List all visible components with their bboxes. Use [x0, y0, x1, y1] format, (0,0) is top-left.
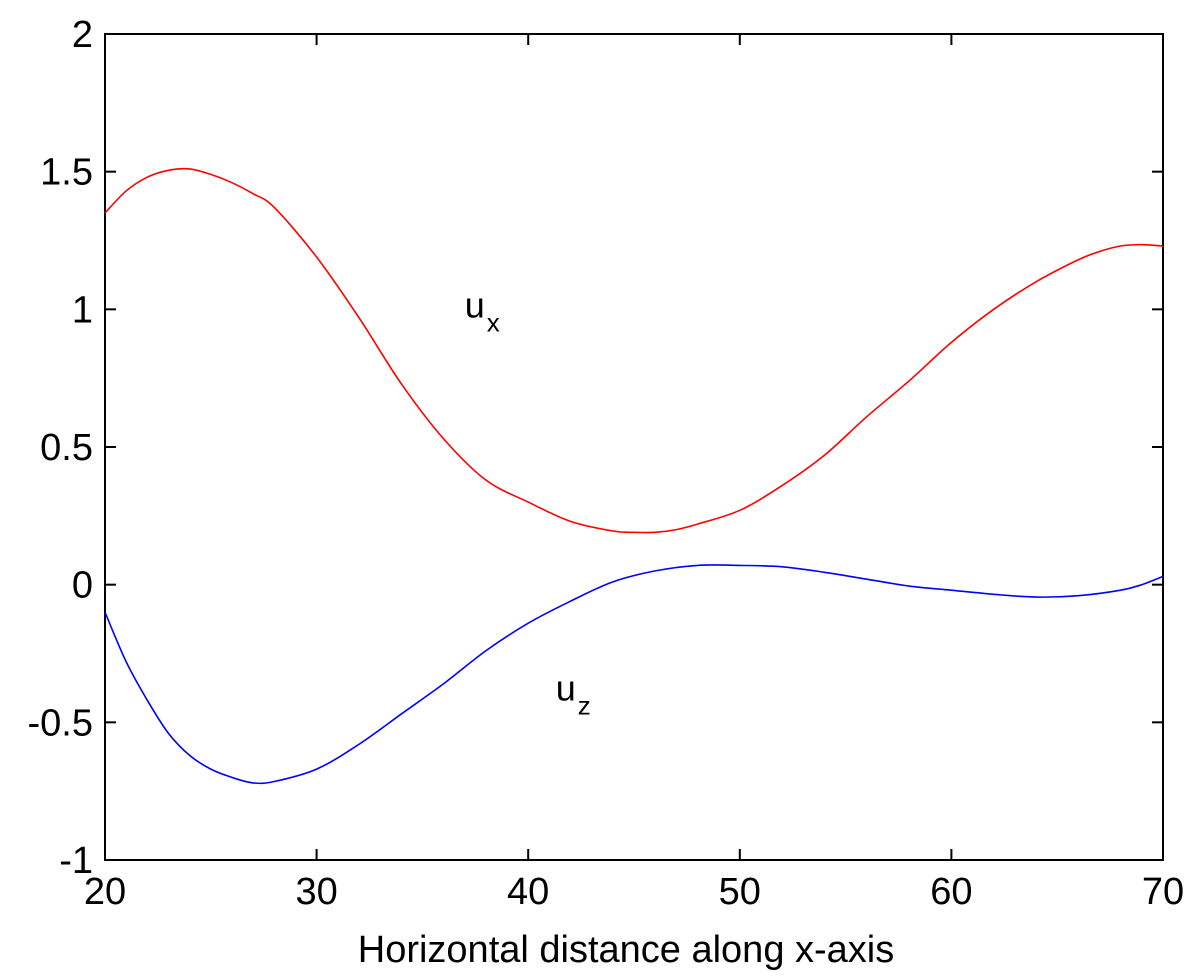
y-tick-label: 1.5	[40, 152, 93, 194]
y-tick-label: 0.5	[40, 427, 93, 469]
x-tick-label: 40	[507, 871, 549, 913]
annotations-layer: ux uz	[465, 285, 591, 721]
plot-area-border	[104, 33, 1164, 861]
x-tick-label: 50	[719, 871, 761, 913]
series-label-uz: uz	[556, 667, 591, 720]
y-tick-label: -0.5	[28, 702, 93, 744]
y-tick-label: 1	[72, 289, 93, 331]
x-tick-label: 20	[84, 871, 126, 913]
series-label-ux: ux	[465, 285, 500, 338]
ticks-layer: 20 30 40 50 60 70 -1 -0.5 0 0.5 1 1.5 2	[28, 14, 1185, 913]
x-tick-label: 60	[930, 871, 972, 913]
x-tick-label: 70	[1142, 871, 1184, 913]
y-tick-label: -1	[59, 840, 93, 882]
series-layer	[104, 167, 1164, 785]
y-tick-label: 2	[72, 14, 93, 56]
series-line-uz	[104, 564, 1164, 785]
plot-frame	[104, 33, 1164, 861]
y-tick-label: 0	[72, 565, 93, 607]
x-axis-title: Horizontal distance along x-axis	[358, 929, 895, 971]
series-line-ux	[104, 167, 1164, 534]
x-tick-label: 30	[295, 871, 337, 913]
